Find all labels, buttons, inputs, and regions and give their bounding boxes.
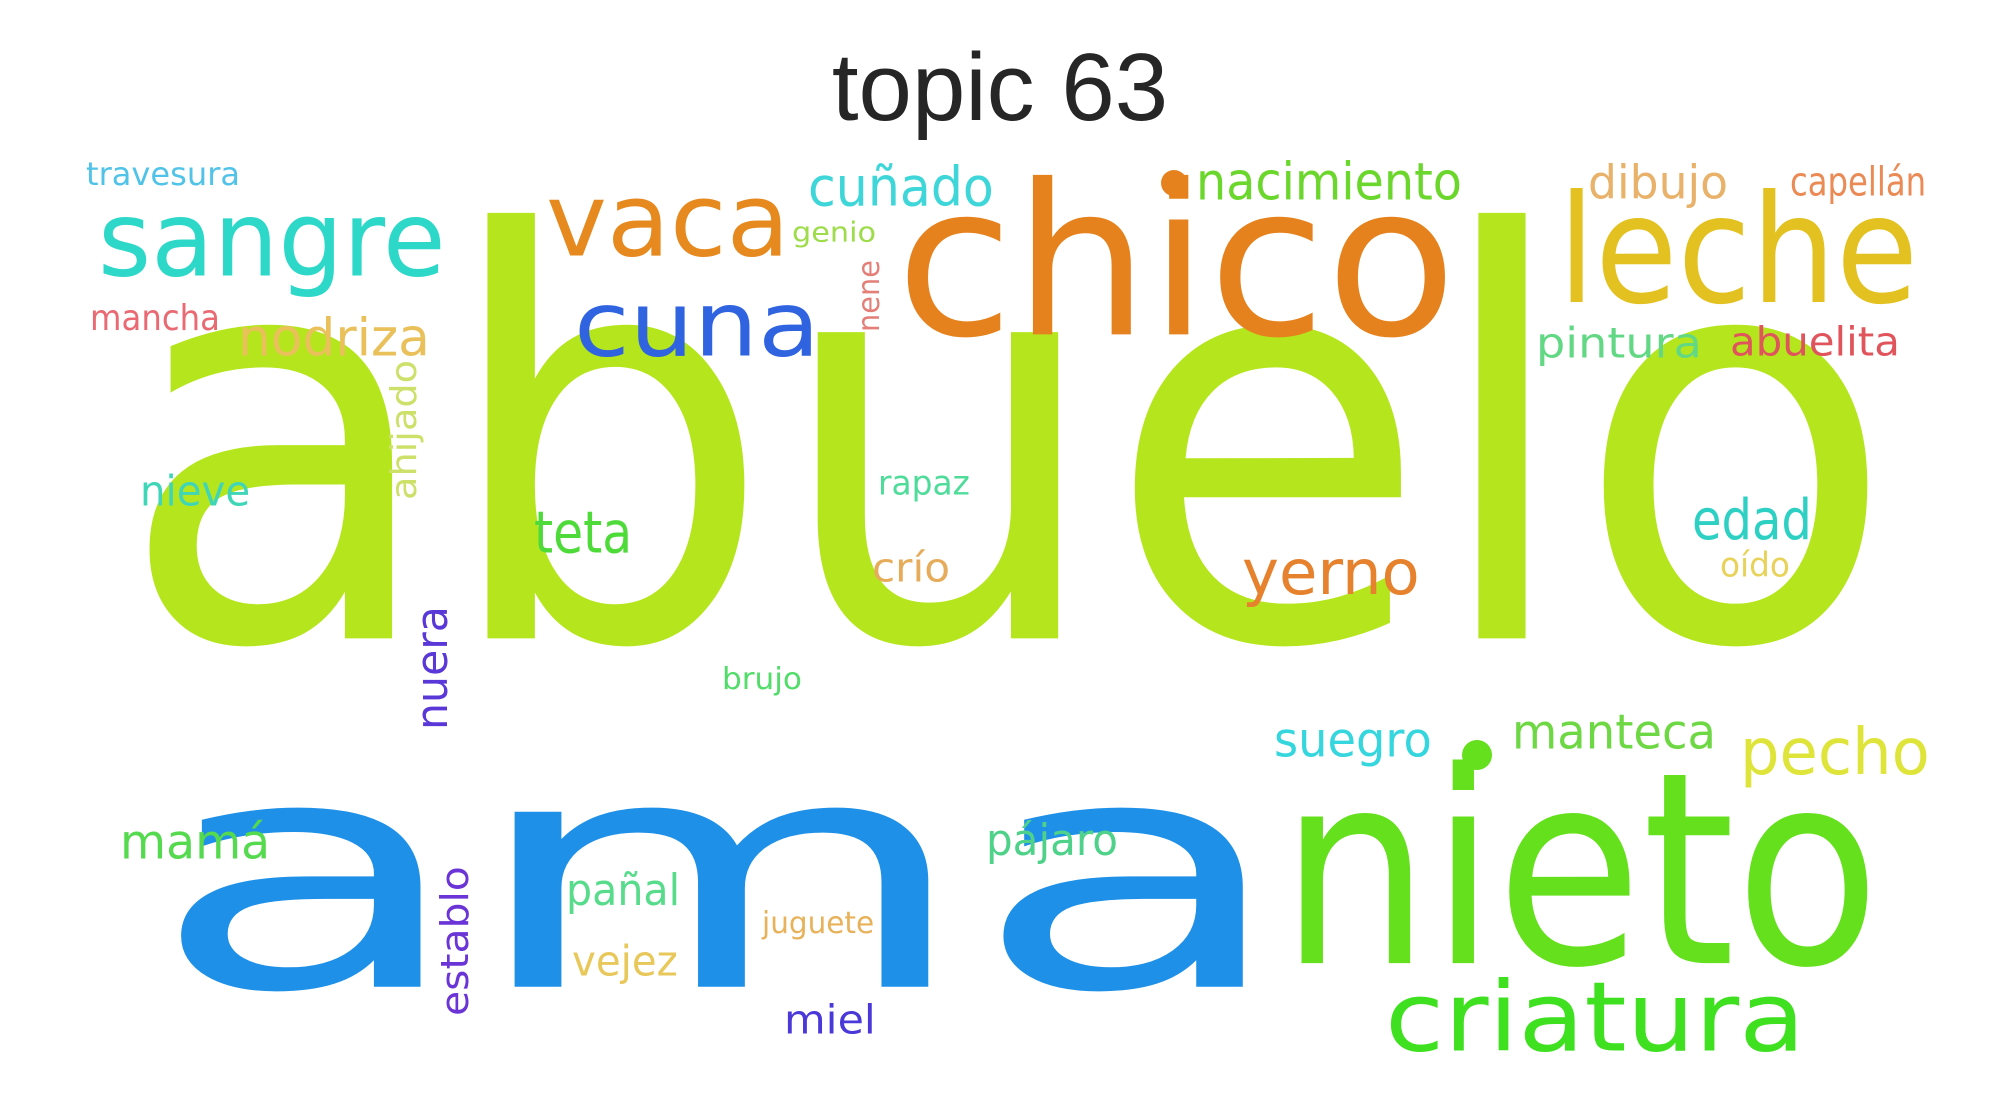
word-criatura: criatura: [1385, 961, 1806, 1074]
word-nodriza: nodriza: [238, 307, 430, 369]
word-pecho: pecho: [1740, 714, 1930, 790]
word-genio: genio: [792, 215, 877, 249]
word-yerno: yerno: [1242, 536, 1420, 609]
word-crío: crío: [872, 544, 951, 592]
word-nieto: nieto: [1280, 713, 1881, 1028]
word-ama: ama: [150, 689, 1290, 1064]
word-juguete: juguete: [762, 905, 875, 941]
word-dibujo: dibujo: [1588, 155, 1729, 210]
word-vaca: vaca: [546, 160, 790, 281]
word-mancha: mancha: [90, 296, 220, 339]
word-teta: teta: [534, 498, 633, 567]
dot-mark: [1462, 740, 1492, 770]
dot-mark: [1161, 170, 1187, 196]
word-nacimiento: nacimiento: [1196, 151, 1462, 213]
word-brujo: brujo: [722, 661, 802, 697]
word-ahijado: ahijado: [382, 359, 425, 500]
word-travesura: travesura: [86, 155, 241, 193]
word-nieve: nieve: [140, 466, 251, 516]
word-suegro: suegro: [1274, 711, 1432, 768]
word-mamá: mamá: [120, 813, 271, 870]
word-pájaro: pájaro: [986, 814, 1118, 866]
word-establo: establo: [432, 866, 478, 1016]
word-manteca: manteca: [1512, 703, 1717, 760]
word-cuna: cuna: [574, 271, 821, 378]
word-abuelo: abuelo: [118, 117, 1897, 773]
word-miel: miel: [784, 996, 876, 1044]
word-rapaz: rapaz: [878, 462, 970, 503]
word-abuelita: abuelita: [1730, 318, 1900, 366]
word-cuñado: cuñado: [808, 155, 994, 219]
word-nene: nene: [851, 260, 887, 332]
word-edad: edad: [1692, 486, 1812, 553]
word-nuera: nuera: [406, 606, 458, 730]
word-pintura: pintura: [1536, 318, 1702, 368]
word-vejez: vejez: [572, 936, 678, 986]
word-oído: oído: [1720, 544, 1790, 585]
word-sangre: sangre: [98, 178, 446, 301]
page-title: topic 63: [831, 34, 1169, 141]
word-capellán: capellán: [1790, 158, 1927, 206]
word-pañal: pañal: [566, 864, 681, 916]
word-leche: leche: [1558, 162, 1919, 338]
